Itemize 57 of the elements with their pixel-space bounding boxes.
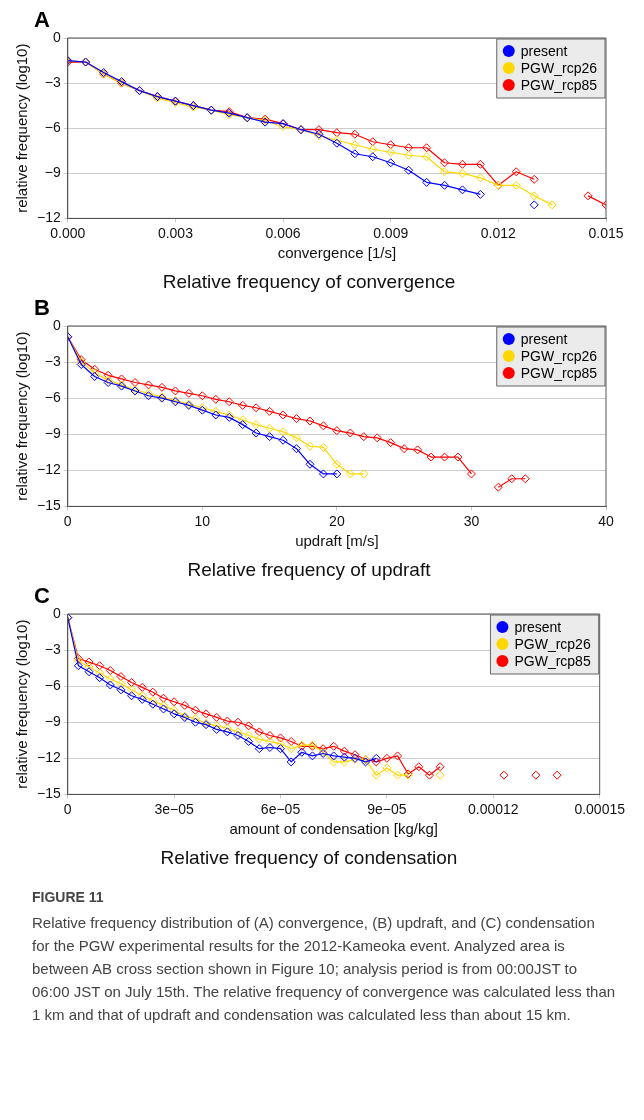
legend-label: present: [514, 618, 562, 635]
y-tick-label: −3: [44, 73, 61, 90]
x-tick-label: 0.015: [588, 224, 624, 241]
x-tick-label: 0: [63, 512, 72, 529]
y-tick-label: −12: [37, 749, 61, 766]
x-axis-title: convergence [1/s]: [277, 244, 397, 262]
text: C: [34, 583, 50, 609]
y-tick-label: −6: [44, 389, 61, 406]
y-tick-label: −9: [44, 164, 61, 181]
legend-label: present: [520, 330, 568, 347]
x-tick-label: 0.006: [265, 224, 301, 241]
y-tick-label: 0: [52, 28, 61, 45]
x-tick-label: 40: [598, 512, 614, 529]
x-tick-label: 30: [463, 512, 480, 529]
y-tick-label: −3: [44, 640, 61, 657]
legend-label: PGW_rcp85: [514, 652, 591, 669]
text: Relative frequency of updraft: [187, 558, 432, 580]
x-tick-label: 0.00012: [468, 800, 519, 817]
y-tick-label: 0: [52, 316, 61, 333]
text: B: [34, 295, 50, 321]
y-tick-label: −12: [37, 461, 61, 478]
x-tick-label: 9e−05: [367, 800, 407, 817]
x-tick-label: 0.00015: [574, 800, 626, 817]
text: Relative frequency distribution of (A) convergence, (B) updraft, and (C) condensation for the PGW experimental results for the 2012-Kameoka event. Analyzed area is between AB cross section shown in Figure 10; analysis period is from 00:00JST to 06:00 JST on July 15th. The relative frequency of convergence was calculated less than 1 km and that of updraft and condensation was calculated less than about 15 km.: [32, 913, 616, 1025]
legend-label: present: [520, 42, 568, 59]
x-axis-title: updraft [m/s]: [295, 532, 379, 550]
legend-label: PGW_rcp26: [514, 635, 591, 652]
x-tick-label: 3e−05: [154, 800, 195, 817]
legend-label: PGW_rcp85: [520, 364, 598, 381]
x-tick-label: 6e−05: [260, 800, 301, 817]
y-tick-label: −6: [44, 677, 61, 694]
text: Relative frequency of convergence: [162, 270, 456, 292]
x-tick-label: 0.009: [373, 224, 409, 241]
x-tick-label: 0.000: [50, 224, 86, 241]
legend-label: PGW_rcp26: [520, 59, 598, 76]
x-tick-label: 20: [329, 512, 345, 529]
y-tick-label: −15: [37, 497, 61, 514]
x-tick-label: 0.012: [480, 224, 517, 241]
y-tick-label: −12: [37, 209, 61, 226]
y-tick-label: 0: [52, 604, 61, 621]
legend-label: PGW_rcp26: [520, 347, 598, 364]
y-axis-title: relative frequency (log10): [13, 619, 31, 789]
x-tick-label: 0: [63, 800, 72, 817]
y-tick-label: −9: [44, 425, 61, 442]
caption: FIGURE 11: [32, 888, 105, 907]
y-tick-label: −3: [44, 352, 61, 369]
legend-label: PGW_rcp85: [520, 76, 598, 93]
y-axis-title: relative frequency (log10): [13, 43, 31, 213]
y-tick-label: −6: [44, 119, 61, 136]
text: Relative frequency of condensation: [160, 846, 458, 868]
x-tick-label: 10: [194, 512, 211, 529]
y-tick-label: −15: [37, 785, 61, 802]
x-axis-title: amount of condensation [kg/kg]: [229, 820, 438, 838]
y-axis-title: relative frequency (log10): [13, 331, 31, 501]
text: A: [34, 7, 50, 33]
y-tick-label: −9: [44, 713, 61, 730]
x-tick-label: 0.003: [157, 224, 194, 241]
